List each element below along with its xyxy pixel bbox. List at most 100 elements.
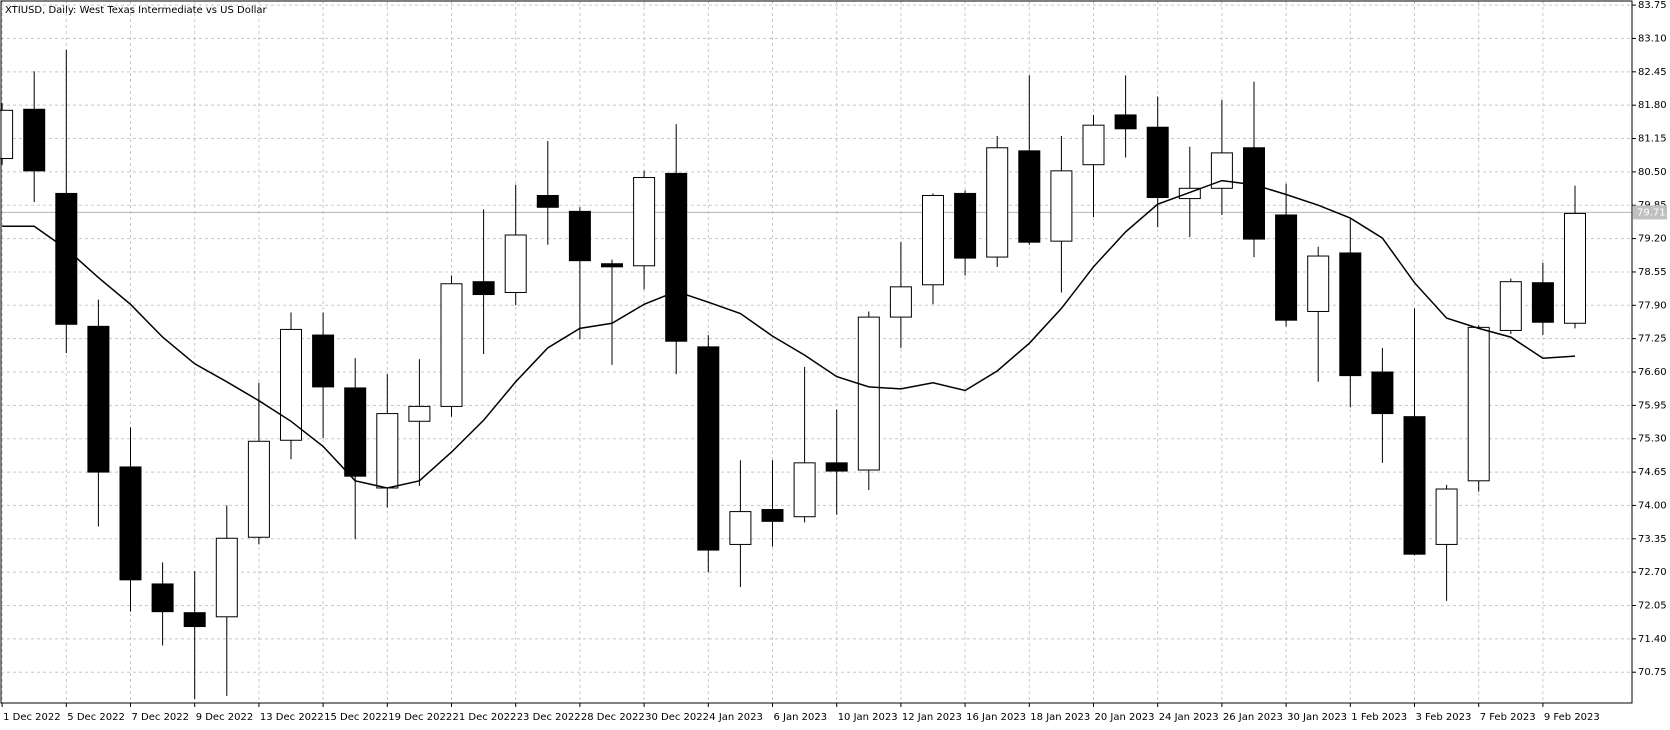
- candle-body: [1339, 252, 1362, 377]
- candle-body: [1564, 212, 1586, 324]
- x-tick-label: 30 Dec 2022: [645, 712, 709, 723]
- x-tick-label: 20 Jan 2023: [1095, 712, 1155, 723]
- candle-body: [119, 466, 142, 581]
- x-tick-label: 24 Jan 2023: [1159, 712, 1219, 723]
- candle-body: [1018, 150, 1041, 243]
- candle-body: [472, 281, 495, 296]
- y-tick-label: 83.75: [1638, 0, 1667, 11]
- candle-body: [280, 328, 302, 441]
- y-tick-label: 72.70: [1638, 567, 1667, 578]
- candle-body: [1499, 281, 1522, 331]
- x-tick-label: 10 Jan 2023: [838, 712, 898, 723]
- y-tick-label: 77.25: [1638, 334, 1667, 345]
- x-tick-label: 4 Jan 2023: [709, 712, 763, 723]
- x-tick-label: 5 Dec 2022: [67, 712, 125, 723]
- candle-body: [151, 583, 174, 613]
- candle-body: [376, 413, 399, 489]
- marks: [0, 49, 1586, 699]
- candle-body: [889, 286, 912, 318]
- candle-body: [729, 511, 752, 545]
- x-tick-label: 1 Dec 2022: [3, 712, 61, 723]
- x-tick-label: 9 Feb 2023: [1544, 712, 1600, 723]
- candle-body: [440, 283, 463, 407]
- candle-body: [1531, 282, 1554, 323]
- x-tick-label: 28 Dec 2022: [581, 712, 645, 723]
- candle-body: [0, 109, 14, 160]
- x-tick-label: 26 Jan 2023: [1223, 712, 1283, 723]
- candle-body: [986, 147, 1009, 258]
- y-tick-label: 75.95: [1638, 400, 1667, 411]
- candle-body: [1146, 126, 1169, 199]
- y-tick-label: 74.00: [1638, 500, 1667, 511]
- candle-body: [1467, 326, 1490, 482]
- current-price-label: 79.71: [1637, 207, 1666, 218]
- candle-body: [1082, 124, 1105, 166]
- moving-average-line: [2, 179, 1576, 489]
- y-tick-label: 74.65: [1638, 467, 1667, 478]
- candle-body: [954, 192, 977, 259]
- candle-body: [215, 537, 238, 618]
- candle-body: [344, 387, 367, 477]
- candle-body: [312, 334, 335, 388]
- candle-body: [1307, 255, 1330, 312]
- candle-body: [504, 234, 527, 293]
- candle-body: [761, 509, 784, 522]
- candle-body: [857, 316, 880, 471]
- y-tick-label: 76.60: [1638, 367, 1667, 378]
- y-tick-label: 72.05: [1638, 601, 1667, 612]
- candle-body: [1371, 371, 1394, 415]
- y-tick-label: 83.10: [1638, 33, 1667, 44]
- y-tick-label: 73.35: [1638, 534, 1667, 545]
- candle-body: [1210, 152, 1233, 189]
- x-tick-label: 13 Dec 2022: [260, 712, 324, 723]
- x-tick-label: 16 Jan 2023: [966, 712, 1026, 723]
- candle-body: [825, 462, 848, 472]
- candle-body: [1243, 147, 1265, 240]
- y-tick-label: 70.75: [1638, 667, 1667, 678]
- candle-body: [665, 172, 688, 342]
- candle-body: [568, 210, 591, 262]
- x-tick-label: 7 Dec 2022: [132, 712, 190, 723]
- candle-body: [55, 192, 78, 325]
- x-tick-label: 18 Jan 2023: [1030, 712, 1090, 723]
- x-tick-label: 9 Dec 2022: [196, 712, 254, 723]
- candle-body: [23, 108, 46, 172]
- candle-body: [183, 612, 206, 628]
- candle-body: [536, 194, 559, 208]
- x-tick-label: 3 Feb 2023: [1416, 712, 1472, 723]
- x-tick-label: 23 Dec 2022: [517, 712, 581, 723]
- x-tick-label: 6 Jan 2023: [774, 712, 828, 723]
- candle-body: [247, 440, 270, 538]
- plot-frame: [0, 0, 1633, 704]
- candle-body: [408, 405, 431, 422]
- candle-body: [1435, 488, 1458, 545]
- y-tick-label: 80.50: [1638, 167, 1667, 178]
- candle-body: [922, 194, 944, 286]
- x-tick-label: 1 Feb 2023: [1351, 712, 1407, 723]
- candle-body: [601, 263, 623, 268]
- y-tick-label: 71.40: [1638, 634, 1667, 645]
- y-tick-label: 78.55: [1638, 267, 1667, 278]
- y-tick-label: 81.15: [1638, 134, 1667, 145]
- candle-body: [1178, 187, 1201, 200]
- candle-body: [1114, 114, 1137, 130]
- x-tick-label: 19 Dec 2022: [388, 712, 452, 723]
- candle-body: [87, 325, 110, 473]
- candle-body: [633, 177, 656, 267]
- x-tick-label: 7 Feb 2023: [1480, 712, 1536, 723]
- candle-body: [697, 346, 720, 551]
- current-price-box: [1633, 205, 1667, 220]
- x-tick-label: 15 Dec 2022: [324, 712, 388, 723]
- chart-title: XTIUSD, Daily: West Texas Intermediate v…: [5, 5, 268, 16]
- y-tick-label: 81.80: [1638, 100, 1667, 111]
- y-tick-label: 82.45: [1638, 67, 1667, 78]
- candle-body: [1275, 214, 1298, 321]
- x-tick-label: 21 Dec 2022: [453, 712, 517, 723]
- y-tick-label: 79.20: [1638, 234, 1667, 245]
- y-tick-label: 77.90: [1638, 300, 1667, 311]
- x-tick-label: 30 Jan 2023: [1287, 712, 1347, 723]
- candle-body: [793, 462, 816, 518]
- x-tick-label: 12 Jan 2023: [902, 712, 962, 723]
